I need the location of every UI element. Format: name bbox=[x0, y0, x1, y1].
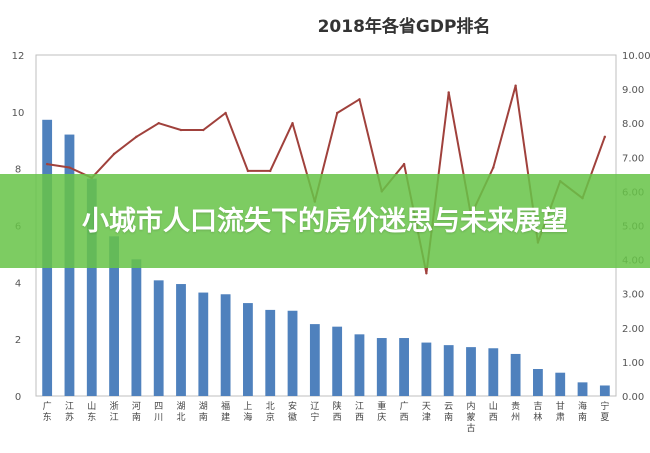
category-label: 广西 bbox=[400, 400, 409, 423]
line-point bbox=[45, 162, 49, 166]
line-point bbox=[269, 169, 272, 173]
category-label: 江西 bbox=[355, 401, 364, 423]
category-label: 山东 bbox=[87, 401, 96, 423]
line-point bbox=[202, 128, 205, 132]
bar bbox=[577, 382, 588, 396]
category-label: 重庆 bbox=[377, 400, 386, 423]
line-point bbox=[112, 152, 116, 156]
line-point bbox=[291, 122, 294, 125]
y-left-tick-label: 8 bbox=[15, 165, 21, 176]
y-right-tick-label: 8.00 bbox=[622, 119, 644, 130]
category-label: 辽宁 bbox=[310, 401, 319, 423]
category-label: 山西 bbox=[489, 401, 498, 423]
y-left-tick-label: 12 bbox=[12, 51, 25, 62]
category-label: 内蒙古 bbox=[466, 400, 475, 434]
line-point bbox=[68, 166, 71, 169]
category-label: 海南 bbox=[578, 400, 587, 423]
title-banner: 小城市人口流失下的房价迷思与未来展望 bbox=[0, 174, 650, 268]
category-label: 河南 bbox=[132, 400, 141, 423]
category-label: 江苏 bbox=[65, 401, 74, 423]
bar bbox=[176, 284, 186, 396]
category-label: 四川 bbox=[154, 402, 163, 423]
y-right-tick-label: 0.00 bbox=[622, 392, 644, 403]
line-point bbox=[603, 135, 607, 139]
bar bbox=[443, 345, 454, 396]
y-right-tick-label: 2.00 bbox=[622, 324, 644, 335]
y-left-tick-label: 2 bbox=[15, 335, 21, 346]
bar bbox=[354, 334, 365, 396]
line-point bbox=[246, 169, 250, 173]
category-label: 湖南 bbox=[199, 401, 208, 423]
y-right-tick-label: 1.00 bbox=[622, 358, 644, 369]
bar bbox=[421, 342, 432, 396]
line-point bbox=[358, 98, 361, 101]
category-label: 湖北 bbox=[176, 401, 185, 423]
y-right-tick-label: 3.00 bbox=[622, 290, 644, 301]
line-point bbox=[402, 162, 406, 166]
bar bbox=[488, 348, 499, 396]
line-point bbox=[135, 135, 138, 139]
line-point bbox=[157, 122, 160, 125]
y-right-tick-label: 7.00 bbox=[622, 153, 644, 164]
chart-title: 2018年各省GDP排名 bbox=[318, 16, 491, 37]
category-label: 云南 bbox=[444, 402, 453, 423]
bar bbox=[332, 326, 343, 396]
line-point bbox=[335, 111, 339, 115]
bar bbox=[309, 324, 320, 396]
bar bbox=[555, 372, 566, 396]
bar bbox=[220, 294, 231, 396]
line-point bbox=[425, 272, 428, 275]
bar bbox=[466, 347, 476, 396]
bar bbox=[287, 310, 298, 396]
line-point bbox=[447, 91, 450, 94]
bar bbox=[399, 338, 409, 396]
line-point bbox=[492, 166, 495, 169]
y-left-tick-label: 0 bbox=[15, 392, 21, 403]
bar bbox=[599, 385, 610, 396]
line-point bbox=[179, 128, 183, 132]
bar bbox=[510, 353, 521, 396]
y-left-tick-label: 4 bbox=[15, 278, 21, 289]
bar bbox=[153, 280, 164, 396]
growth-line bbox=[47, 84, 606, 275]
banner-title: 小城市人口流失下的房价迷思与未来展望 bbox=[82, 205, 568, 237]
category-label: 宁夏 bbox=[600, 400, 609, 423]
category-label: 贵州 bbox=[511, 400, 520, 423]
y-right-tick-label: 10.00 bbox=[622, 51, 650, 62]
category-label: 北京 bbox=[266, 401, 275, 423]
bar bbox=[86, 178, 97, 396]
line-point bbox=[514, 84, 517, 87]
category-label: 福建 bbox=[221, 400, 230, 423]
category-label: 甘肃 bbox=[556, 400, 565, 423]
bar bbox=[243, 303, 253, 396]
y-left-tick-label: 10 bbox=[12, 108, 25, 119]
bar bbox=[131, 259, 142, 396]
category-label: 广东 bbox=[43, 400, 52, 423]
line-point bbox=[224, 111, 227, 115]
category-label: 安徽 bbox=[288, 400, 297, 423]
bar bbox=[109, 236, 119, 396]
category-label: 上海 bbox=[243, 401, 252, 423]
category-label: 天津 bbox=[422, 402, 431, 423]
bar bbox=[265, 309, 276, 396]
category-label: 陕西 bbox=[333, 400, 342, 423]
bar bbox=[198, 292, 209, 396]
y-right-tick-label: 9.00 bbox=[622, 85, 644, 96]
bar bbox=[376, 338, 387, 396]
category-label: 吉林 bbox=[533, 401, 542, 423]
plot-area: 0246810120.001.002.003.004.005.006.007.0… bbox=[12, 51, 650, 434]
bar bbox=[533, 369, 543, 396]
category-label: 浙江 bbox=[110, 400, 119, 423]
